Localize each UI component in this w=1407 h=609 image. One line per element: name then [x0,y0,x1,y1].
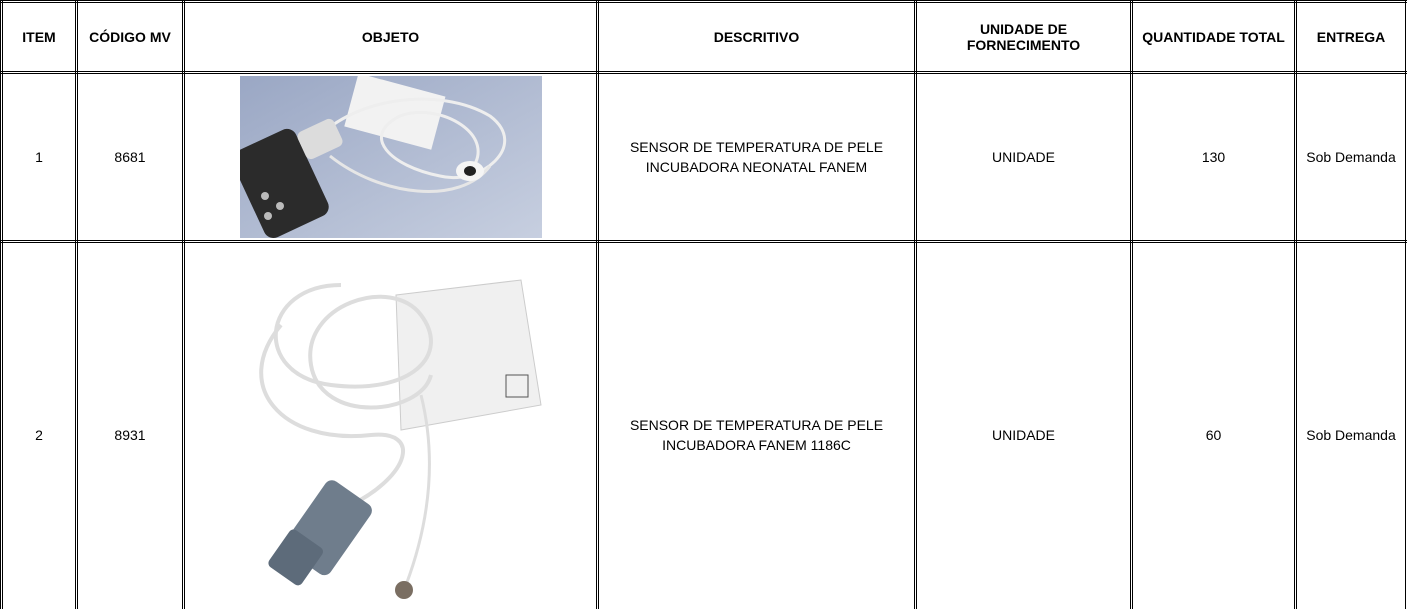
unit-cell: UNIDADE [914,71,1133,243]
product-photo [258,279,542,599]
object-cell [182,240,599,609]
item-cell: 1 [0,71,78,243]
quantity-cell: 60 [1130,240,1297,609]
description-cell: SENSOR DE TEMPERATURA DE PELE INCUBADORA… [596,240,917,609]
table-row: 2 8931 SENSOR DE TEMPERATURA DE PELE INC… [0,240,1407,609]
code-cell: 8681 [75,71,185,243]
table-row: 1 8681 SENSOR DE TEMPERATURA DE PELE INC… [0,71,1407,243]
header-cell: UNIDADE DE FORNECIMENTO [914,0,1133,74]
unit-cell: UNIDADE [914,240,1133,609]
object-cell [182,71,599,243]
product-photo [239,76,542,238]
item-cell: 2 [0,240,78,609]
description-cell: SENSOR DE TEMPERATURA DE PELE INCUBADORA… [596,71,917,243]
header-cell: ITEM [0,0,78,74]
quantity-cell: 130 [1130,71,1297,243]
header-row: ITEM CÓDIGO MV OBJETO DESCRITIVO UNIDADE… [0,0,1407,74]
header-cell: ENTREGA [1294,0,1407,74]
code-cell: 8931 [75,240,185,609]
header-cell: CÓDIGO MV [75,0,185,74]
delivery-cell: Sob Demanda [1294,71,1407,243]
delivery-cell: Sob Demanda [1294,240,1407,609]
header-cell: OBJETO [182,0,599,74]
header-cell: DESCRITIVO [596,0,917,74]
header-cell: QUANTIDADE TOTAL [1130,0,1297,74]
